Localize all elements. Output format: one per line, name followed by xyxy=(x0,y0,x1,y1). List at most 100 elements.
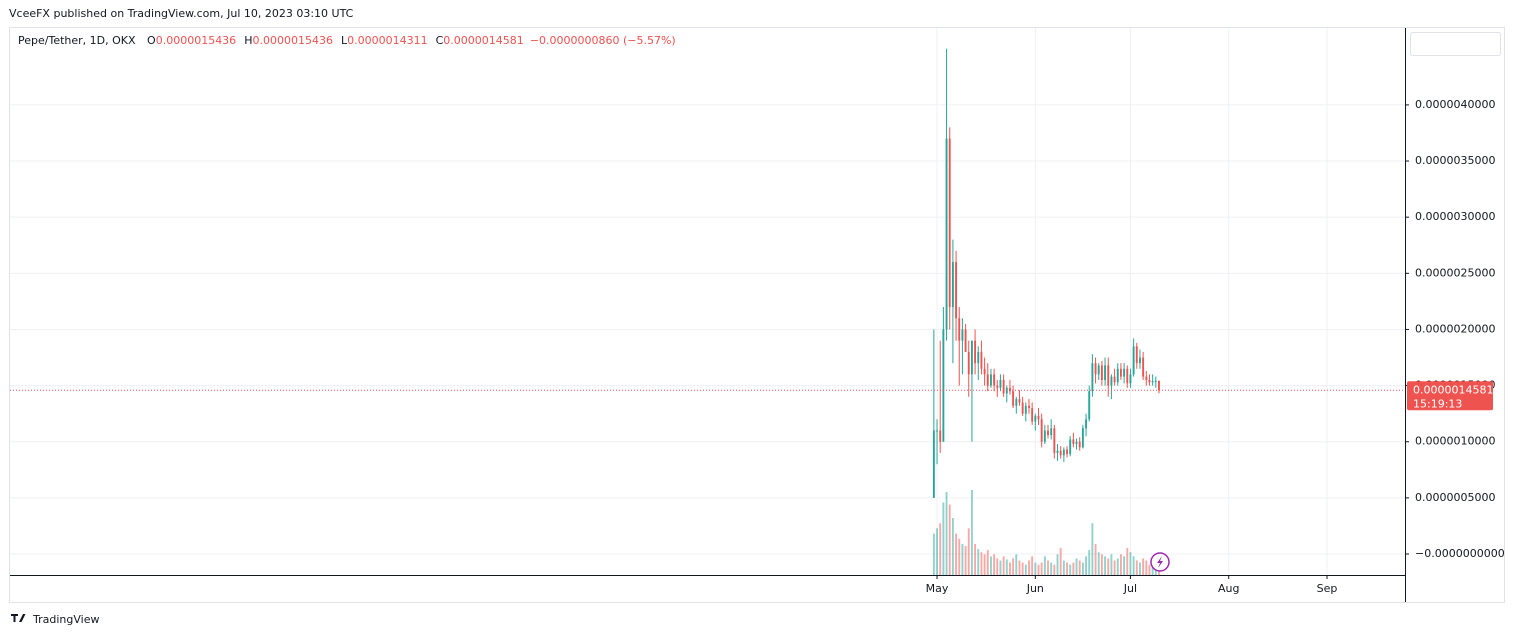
volume-bar xyxy=(945,492,948,575)
volume-bar xyxy=(1113,560,1116,575)
candle-body xyxy=(1047,430,1049,435)
candle-body xyxy=(932,430,935,498)
axes: −0.0000000000 0.0000005000 0.0000010000 0.0… xyxy=(926,98,1505,595)
volume-bar xyxy=(1075,558,1078,575)
candle-body xyxy=(1158,380,1160,391)
candle-body xyxy=(1148,379,1151,383)
legend-value: 0.0000014581 xyxy=(443,34,523,47)
volume-bar xyxy=(1088,550,1091,575)
candle-body xyxy=(1018,399,1021,403)
volume-bar xyxy=(1069,564,1072,575)
candle-body xyxy=(955,262,958,319)
volume-bar xyxy=(1129,552,1132,575)
volume-bar xyxy=(1024,564,1027,575)
candle-body xyxy=(1085,419,1088,429)
axis-settings-box[interactable] xyxy=(1410,32,1501,56)
volume-bar xyxy=(1116,558,1119,575)
volume-bar xyxy=(1047,560,1049,575)
volume-bar xyxy=(1053,564,1056,575)
y-tick-label: −0.0000000000 xyxy=(1415,547,1505,560)
y-tick-label: 0.0000005000 xyxy=(1415,491,1495,504)
brand-name: TradingView xyxy=(32,613,99,626)
candle-body xyxy=(961,329,964,341)
publisher-line: VceeFX published on TradingView.com, Jul… xyxy=(9,7,354,20)
candle-body xyxy=(986,374,989,386)
candle-body xyxy=(1021,402,1024,414)
chart-frame xyxy=(9,27,1505,603)
candle-body xyxy=(1135,346,1138,364)
volume-bar xyxy=(1097,552,1100,575)
volume-bar xyxy=(1107,558,1110,575)
volume-bar xyxy=(1015,554,1018,575)
candle-body xyxy=(964,329,967,352)
ohlc-legend: Pepe/Tether, 1D, OKX O0.0000015436 H0.000… xyxy=(18,34,676,47)
candle-body xyxy=(1116,368,1119,383)
legend-change: −0.0000000860 (−5.57%) xyxy=(530,34,676,47)
volume-bar xyxy=(1110,554,1113,575)
legend-key: O xyxy=(147,34,156,47)
volume-bar xyxy=(1132,556,1135,575)
volume-bar xyxy=(980,552,983,575)
candle-body xyxy=(1126,368,1129,384)
last-price-tag xyxy=(1407,381,1493,411)
brand: TradingView xyxy=(11,613,99,626)
candle-body xyxy=(1107,365,1110,386)
volume-bar xyxy=(958,538,961,575)
candle-body xyxy=(1132,346,1135,375)
volume-bar xyxy=(1151,562,1154,575)
volume-bar xyxy=(1119,554,1122,575)
candle-body xyxy=(1072,439,1075,444)
volume-bar xyxy=(964,545,967,575)
y-tick-label: 0.0000010000 xyxy=(1415,435,1495,448)
volume-bar xyxy=(1059,548,1062,575)
volume-bar xyxy=(1021,562,1024,575)
volume-bar xyxy=(1062,560,1065,575)
volume-bar xyxy=(996,558,999,575)
candle-body xyxy=(974,340,977,364)
x-tick-label: Jun xyxy=(1026,582,1044,595)
candle-body xyxy=(1066,449,1068,455)
volume-bar xyxy=(1091,523,1094,575)
volume-bar xyxy=(1028,560,1030,575)
x-tick-label: Jul xyxy=(1123,582,1137,595)
volume-bar xyxy=(1018,560,1021,575)
volume-bar xyxy=(993,554,996,575)
candle-body xyxy=(1151,381,1154,383)
candle-body xyxy=(977,351,980,364)
candle-body xyxy=(1078,441,1081,448)
candle-body xyxy=(999,379,1002,388)
countdown-label: 15:19:13 xyxy=(1413,397,1462,410)
volume-bar xyxy=(1138,562,1141,575)
candle-body xyxy=(1069,439,1072,455)
volume-bar xyxy=(983,554,986,575)
volume-bar xyxy=(1043,556,1046,575)
volume-bar xyxy=(1066,562,1068,575)
volume-bar xyxy=(1100,554,1103,575)
candle-body xyxy=(1002,379,1005,394)
candle-body xyxy=(1050,428,1053,435)
volume-bar xyxy=(1012,558,1015,575)
candle-body xyxy=(993,374,996,386)
volume-bar xyxy=(1056,554,1059,575)
volume-bar xyxy=(932,533,935,575)
candle-body xyxy=(1062,449,1065,456)
alert-icon[interactable] xyxy=(1150,552,1170,572)
x-tick-label: May xyxy=(926,582,949,595)
volume-bar xyxy=(1085,556,1088,575)
candle-body xyxy=(1129,374,1132,384)
volume-bar xyxy=(951,517,954,575)
candle-body xyxy=(1028,405,1030,409)
candle-body xyxy=(1097,365,1100,375)
candle-body xyxy=(1123,368,1126,377)
volume-bar xyxy=(936,528,938,575)
candle-body xyxy=(1040,419,1043,442)
candle-body xyxy=(996,385,999,388)
legend-key: C xyxy=(436,34,444,47)
candle-body xyxy=(1024,405,1027,414)
candle-body xyxy=(1043,430,1046,442)
candle-body xyxy=(1031,408,1034,422)
plot-area xyxy=(10,48,1405,498)
candle-body xyxy=(942,329,945,442)
candle-body xyxy=(1009,387,1011,392)
